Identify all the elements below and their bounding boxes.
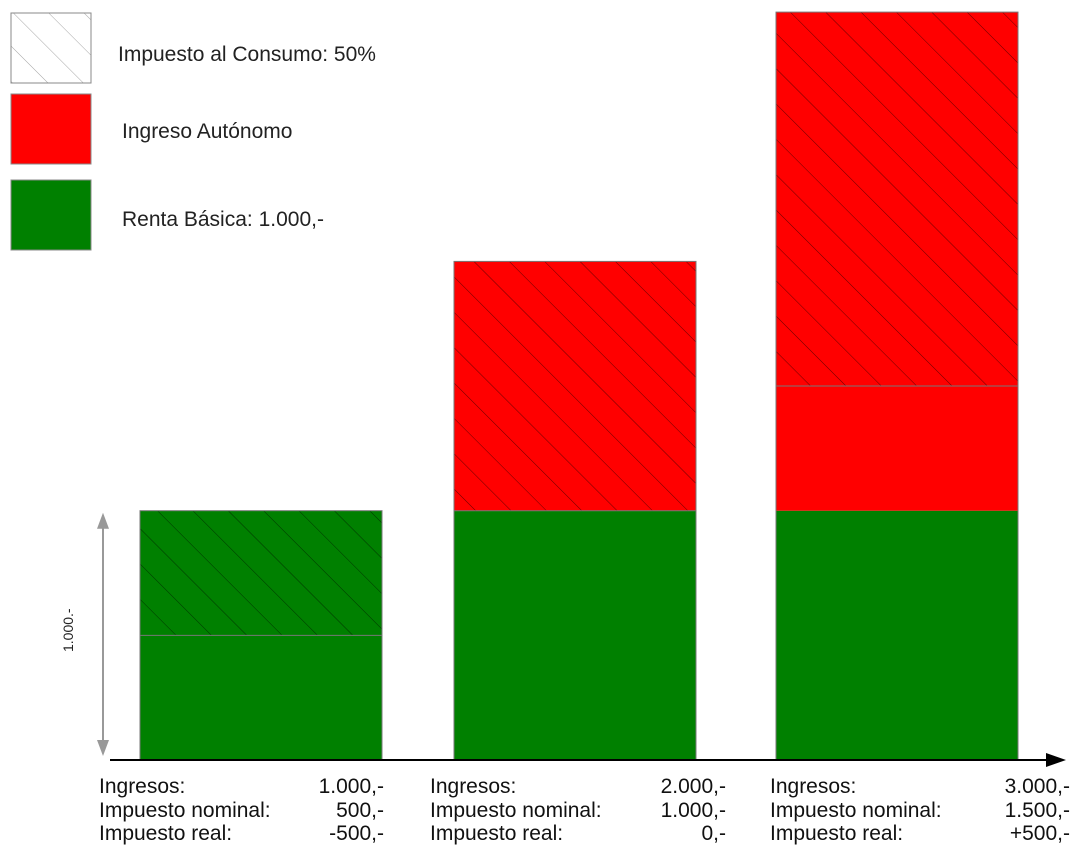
real-value: 0,-: [701, 822, 726, 845]
real-label: Impuesto real:: [99, 822, 233, 845]
y-measure-arrow-down: [97, 740, 109, 756]
nominal-value: 1.000,-: [660, 798, 726, 822]
real-value: +500,-: [1009, 822, 1070, 845]
bar-tax-hatch-1: [140, 510, 382, 636]
legend-swatch-2: [10, 93, 92, 165]
column-info-3: Ingresos: 3.000,- Impuesto nominal: 1.500,…: [770, 775, 1070, 846]
real-label: Impuesto real:: [770, 822, 904, 845]
ingresos-value: 1.000,-: [318, 775, 384, 798]
nominal-label: Impuesto nominal:: [99, 798, 271, 822]
column-info-1: Ingresos: 1.000,- Impuesto nominal: 500,- …: [99, 775, 384, 846]
bar-renta-basica-3: [776, 510, 1018, 760]
legend-swatch-hatch: [10, 12, 92, 84]
y-measure-arrow-up: [97, 512, 109, 529]
ingresos-label: Ingresos:: [770, 775, 857, 798]
legend-label-impuesto: Impuesto al Consumo: 50%: [118, 43, 376, 66]
y-axis-label: 1.000.-: [60, 608, 76, 652]
legend-label-ingreso-autonomo: Ingreso Autónomo: [122, 120, 293, 143]
x-axis-arrowhead: [1046, 753, 1066, 767]
ingresos-label: Ingresos:: [430, 775, 517, 798]
nominal-label: Impuesto nominal:: [770, 798, 942, 822]
real-label: Impuesto real:: [430, 822, 564, 845]
nominal-label: Impuesto nominal:: [430, 798, 602, 822]
real-value: -500,-: [329, 822, 384, 845]
column-info-2: Ingresos: 2.000,- Impuesto nominal: 1.000,…: [430, 775, 726, 846]
legend-swatch-3: [10, 179, 92, 251]
bar-renta-basica-2: [454, 510, 696, 760]
bar-tax-hatch-2: [454, 261, 696, 511]
ingresos-value: 3.000,-: [1004, 775, 1070, 798]
ingresos-value: 2.000,-: [660, 775, 726, 798]
bar-tax-hatch-3: [776, 12, 1018, 387]
nominal-value: 1.500,-: [1004, 798, 1070, 822]
ingresos-label: Ingresos:: [99, 775, 186, 798]
nominal-value: 500,-: [336, 798, 384, 822]
legend-label-renta-basica: Renta Básica: 1.000,-: [122, 208, 324, 231]
